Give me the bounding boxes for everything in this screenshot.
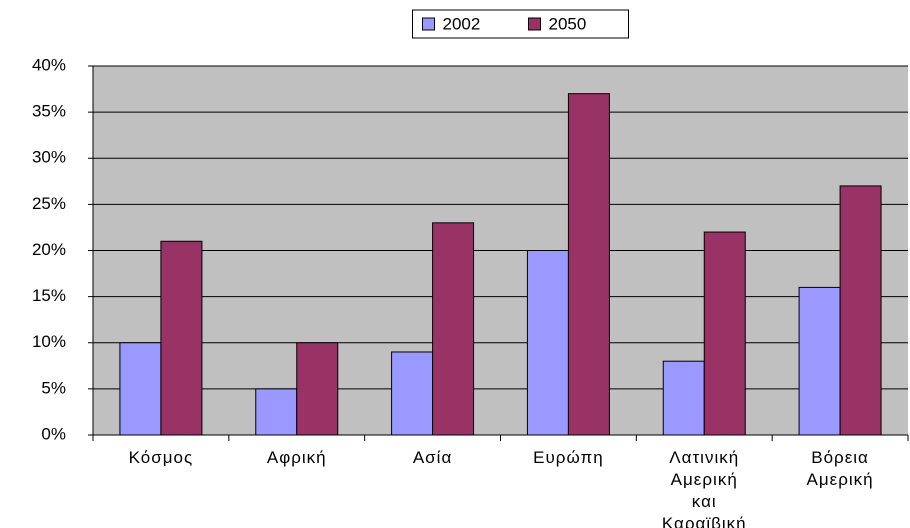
y-tick-label: 15% bbox=[32, 286, 66, 305]
bar bbox=[526, 250, 569, 436]
bar bbox=[798, 286, 841, 436]
legend-box bbox=[412, 9, 629, 39]
y-tick-label: 0% bbox=[41, 424, 66, 443]
x-tick-label: Βόρεια Αμερική bbox=[806, 448, 874, 489]
bar bbox=[391, 351, 434, 436]
legend-label: 2002 bbox=[443, 14, 481, 33]
bar bbox=[119, 342, 162, 436]
x-tick-label: Ασία bbox=[412, 448, 453, 467]
bar bbox=[703, 231, 746, 436]
legend-swatch bbox=[528, 17, 541, 31]
bar bbox=[255, 388, 298, 436]
bar bbox=[567, 93, 610, 436]
bar bbox=[160, 240, 203, 436]
legend-label: 2050 bbox=[549, 14, 587, 33]
x-tick-label: Λατινική Αμερική και Καραϊβική bbox=[661, 448, 747, 528]
y-tick-label: 35% bbox=[32, 102, 66, 121]
x-tick-label: Αφρική bbox=[266, 448, 327, 467]
legend-swatch bbox=[422, 17, 435, 31]
y-tick-label: 20% bbox=[32, 240, 66, 259]
y-tick-label: 25% bbox=[32, 194, 66, 213]
x-tick-label: Κόσμος bbox=[128, 448, 194, 467]
x-tick-label: Ευρώπη bbox=[533, 448, 604, 467]
y-tick-label: 30% bbox=[32, 148, 66, 167]
bar bbox=[296, 342, 339, 436]
y-tick-label: 40% bbox=[32, 55, 66, 74]
y-tick-label: 10% bbox=[32, 332, 66, 351]
y-tick-label: 5% bbox=[41, 378, 66, 397]
bar bbox=[839, 185, 882, 436]
bar bbox=[662, 360, 705, 436]
bar bbox=[432, 222, 475, 436]
